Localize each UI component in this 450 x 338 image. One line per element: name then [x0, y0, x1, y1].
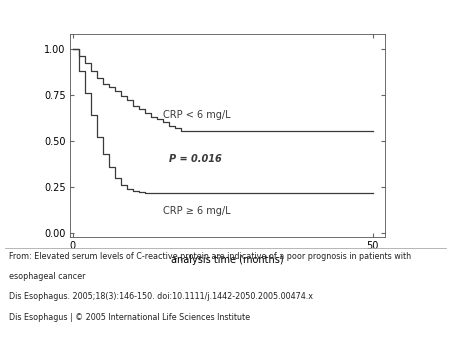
Text: Dis Esophagus | © 2005 International Life Sciences Institute: Dis Esophagus | © 2005 International Lif… — [9, 313, 250, 322]
Text: esophageal cancer: esophageal cancer — [9, 272, 86, 281]
Text: Dis Esophagus. 2005;18(3):146-150. doi:10.1111/j.1442-2050.2005.00474.x: Dis Esophagus. 2005;18(3):146-150. doi:1… — [9, 292, 313, 301]
X-axis label: analysis time (months): analysis time (months) — [171, 255, 284, 265]
Text: CRP ≥ 6 mg/L: CRP ≥ 6 mg/L — [163, 206, 230, 216]
Text: P = 0.016: P = 0.016 — [169, 154, 221, 164]
Text: From: Elevated serum levels of C-reactive protein are indicative of a poor progn: From: Elevated serum levels of C-reactiv… — [9, 252, 411, 261]
Text: CRP < 6 mg/L: CRP < 6 mg/L — [163, 110, 230, 120]
